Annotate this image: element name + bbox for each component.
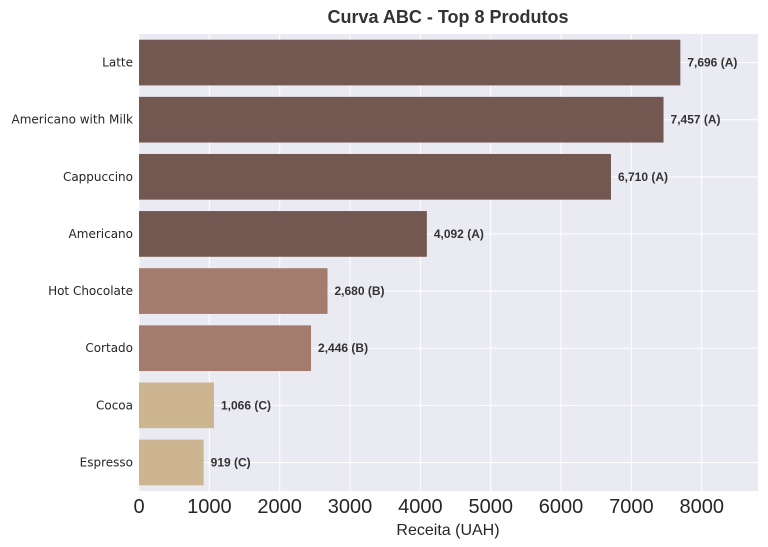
bar [139,439,204,486]
bar-value-label: 4,092 (A) [434,227,484,241]
x-tick-label: 0 [133,496,144,518]
bar [139,382,214,429]
x-tick-label: 1000 [187,496,232,518]
category-label: Latte [102,56,133,70]
bar [139,153,611,200]
bar-value-label: 6,710 (A) [618,170,668,184]
bar [139,268,328,314]
data-labels: 7,696 (A) 7,457 (A) 6,710 (A) 4,092 (A) 2,68… [211,56,738,470]
x-tick-label: 2000 [257,496,302,518]
x-tick-labels: 0 1000 2000 3000 4000 5000 6000 7000 8000 [133,496,724,518]
bar-value-label: 919 (C) [211,455,251,469]
bar [139,211,427,257]
category-label: Cappuccino [63,170,133,184]
bar-value-label: 1,066 (C) [221,398,271,412]
category-label: Hot Chocolate [48,284,133,298]
category-label: Americano [69,227,133,241]
category-label: Americano with Milk [11,113,133,127]
bar-value-label: 7,696 (A) [687,56,737,70]
category-label: Cortado [85,341,133,355]
bar [139,39,681,86]
x-tick-label: 3000 [328,496,373,518]
bar-value-label: 2,680 (B) [335,284,385,298]
bar-value-label: 7,457 (A) [671,113,721,127]
bar [139,96,664,143]
bar [139,325,312,372]
x-tick-label: 7000 [609,496,654,518]
x-tick-label: 5000 [468,496,513,518]
bar-value-label: 2,446 (B) [318,341,368,355]
x-tick-label: 8000 [679,496,724,518]
category-label: Espresso [80,455,133,469]
x-axis-label: Receita (UAH) [396,522,499,539]
bars [139,39,681,486]
x-tick-label: 4000 [398,496,443,518]
category-label: Cocoa [96,398,133,412]
x-tick-label: 6000 [539,496,584,518]
category-labels: Latte Americano with Milk Cappuccino Americ… [11,56,133,470]
chart-title: Curva ABC - Top 8 Produtos [327,7,568,27]
